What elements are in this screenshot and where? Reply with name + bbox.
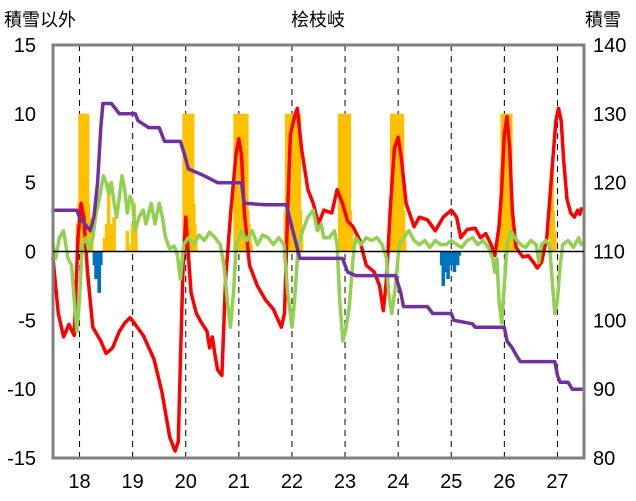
bar-3-20: [126, 244, 131, 252]
bar-3-92: [402, 230, 407, 252]
line-series: [51, 101, 584, 453]
left-tick-label: -5: [18, 310, 36, 332]
bar-4-16: [457, 251, 462, 256]
left-tick-label: 15: [14, 35, 36, 57]
bar-4-9: [446, 251, 450, 280]
x-tick-label: 27: [546, 471, 568, 493]
bar-3-106: [511, 237, 515, 252]
right-tick-label: 90: [593, 379, 615, 401]
right-tick-label: 100: [593, 310, 626, 332]
x-tick-label: 19: [122, 471, 144, 493]
series-line-1: [51, 174, 584, 343]
right-axis-ticks: 140 130 120 110 100 90 80: [593, 35, 626, 470]
right-tick-label: 120: [593, 173, 626, 195]
bar-4-3: [97, 251, 101, 293]
bar-4-4: [98, 251, 103, 266]
bar-3-35: [194, 237, 198, 252]
left-axis-label: 積雪以外: [4, 10, 76, 30]
x-tick-label: 26: [493, 471, 515, 493]
bar-3-14: [102, 237, 107, 252]
x-tick-label: 23: [334, 471, 356, 493]
x-tick-label: 24: [387, 471, 409, 493]
left-tick-label: 10: [14, 104, 36, 126]
bar-3-15: [104, 223, 109, 252]
bar-3-19: [125, 230, 130, 252]
left-tick-label: -15: [7, 448, 36, 470]
x-tick-label: 18: [68, 471, 90, 493]
bar-series: [75, 113, 557, 293]
chart-title: 桧枝岐: [291, 10, 345, 30]
bar-3-16: [106, 182, 111, 252]
bar-3-18: [112, 217, 116, 252]
right-tick-label: 80: [593, 448, 615, 470]
bar-3-32: [190, 113, 195, 252]
left-tick-label: 5: [25, 173, 36, 195]
bar-3-51: [249, 244, 253, 252]
right-tick-label: 110: [593, 242, 625, 264]
x-tick-label: 22: [281, 471, 303, 493]
bar-3-79: [349, 230, 354, 252]
bar-3-23: [134, 223, 138, 252]
bar-4-15: [455, 251, 460, 266]
bar-3-67: [299, 230, 304, 252]
bar-3-110: [552, 230, 557, 252]
bar-3-47: [245, 113, 249, 252]
right-axis-label: 積雪: [585, 10, 621, 30]
left-tick-label: 0: [25, 242, 36, 264]
left-axis-ticks: 15 10 5 0 -5 -10 -15: [7, 35, 36, 470]
x-tick-label: 20: [175, 471, 197, 493]
x-axis-ticks: 18 19 20 21 22 23 24 25 26 27: [68, 471, 568, 493]
right-tick-label: 130: [593, 104, 626, 126]
bar-3-17: [109, 223, 114, 252]
right-tick-label: 140: [593, 35, 626, 57]
series-line-0: [51, 106, 584, 453]
bar-3-65: [297, 113, 302, 252]
x-tick-label: 25: [440, 471, 462, 493]
x-tick-label: 21: [228, 471, 250, 493]
bar-3-77: [347, 113, 352, 252]
bar-3-9: [85, 113, 90, 252]
bar-4-13: [452, 251, 457, 273]
left-tick-label: -10: [7, 379, 36, 401]
series-line-2: [51, 101, 584, 391]
